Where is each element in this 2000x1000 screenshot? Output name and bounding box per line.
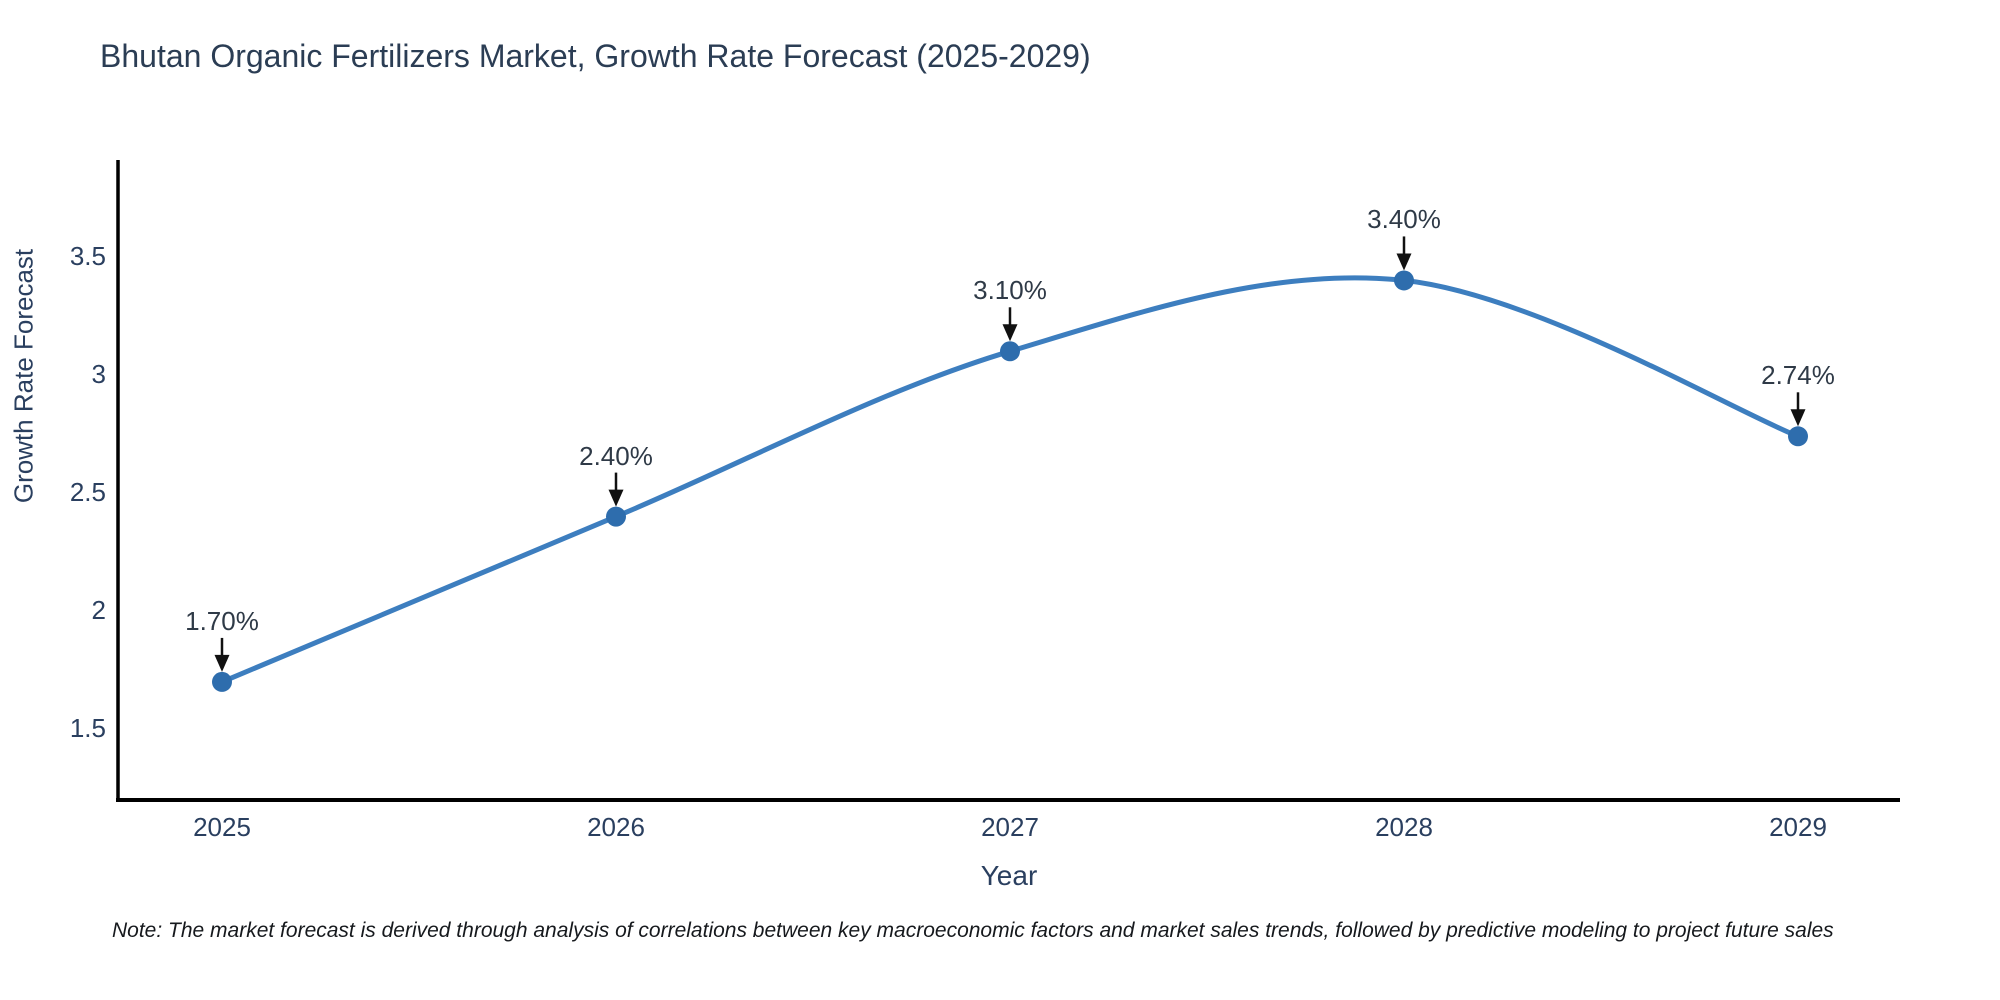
y-tick-label-3.5: 3.5	[69, 240, 106, 271]
x-tick-label-2025: 2025	[193, 812, 251, 842]
y-tick-label-1.5: 1.5	[69, 713, 106, 744]
point-label-2029: 2.74%	[1761, 360, 1835, 391]
x-tick-label-2029: 2029	[1769, 812, 1827, 842]
data-point-2026	[606, 506, 626, 527]
annotation-arrowhead-icon	[608, 489, 624, 507]
point-label-2028: 3.40%	[1367, 204, 1441, 235]
chart-title: Bhutan Organic Fertilizers Market, Growt…	[100, 38, 1091, 74]
point-label-2027: 3.10%	[973, 275, 1047, 306]
x-tick-label-2026: 2026	[587, 812, 645, 842]
data-point-2027	[1000, 341, 1020, 362]
annotation-arrowhead-icon	[214, 654, 230, 672]
data-point-2029	[1788, 426, 1808, 447]
y-tick-label-2: 2	[91, 595, 106, 626]
annotation-arrowhead-icon	[1790, 409, 1806, 427]
x-axis-title: Year	[980, 860, 1038, 891]
data-point-2028	[1394, 270, 1414, 291]
annotation-arrowhead-icon	[1002, 324, 1018, 342]
point-label-2025: 1.70%	[185, 605, 259, 636]
x-tick-label-2027: 2027	[981, 812, 1039, 842]
annotation-arrowhead-icon	[1396, 253, 1412, 271]
y-tick-label-2.5: 2.5	[69, 476, 106, 507]
chart-note: Note: The market forecast is derived thr…	[112, 919, 1834, 942]
y-tick-label-3: 3	[91, 358, 106, 389]
data-point-2025	[212, 671, 232, 692]
point-label-2026: 2.40%	[579, 440, 653, 471]
x-tick-label-2028: 2028	[1375, 812, 1433, 842]
